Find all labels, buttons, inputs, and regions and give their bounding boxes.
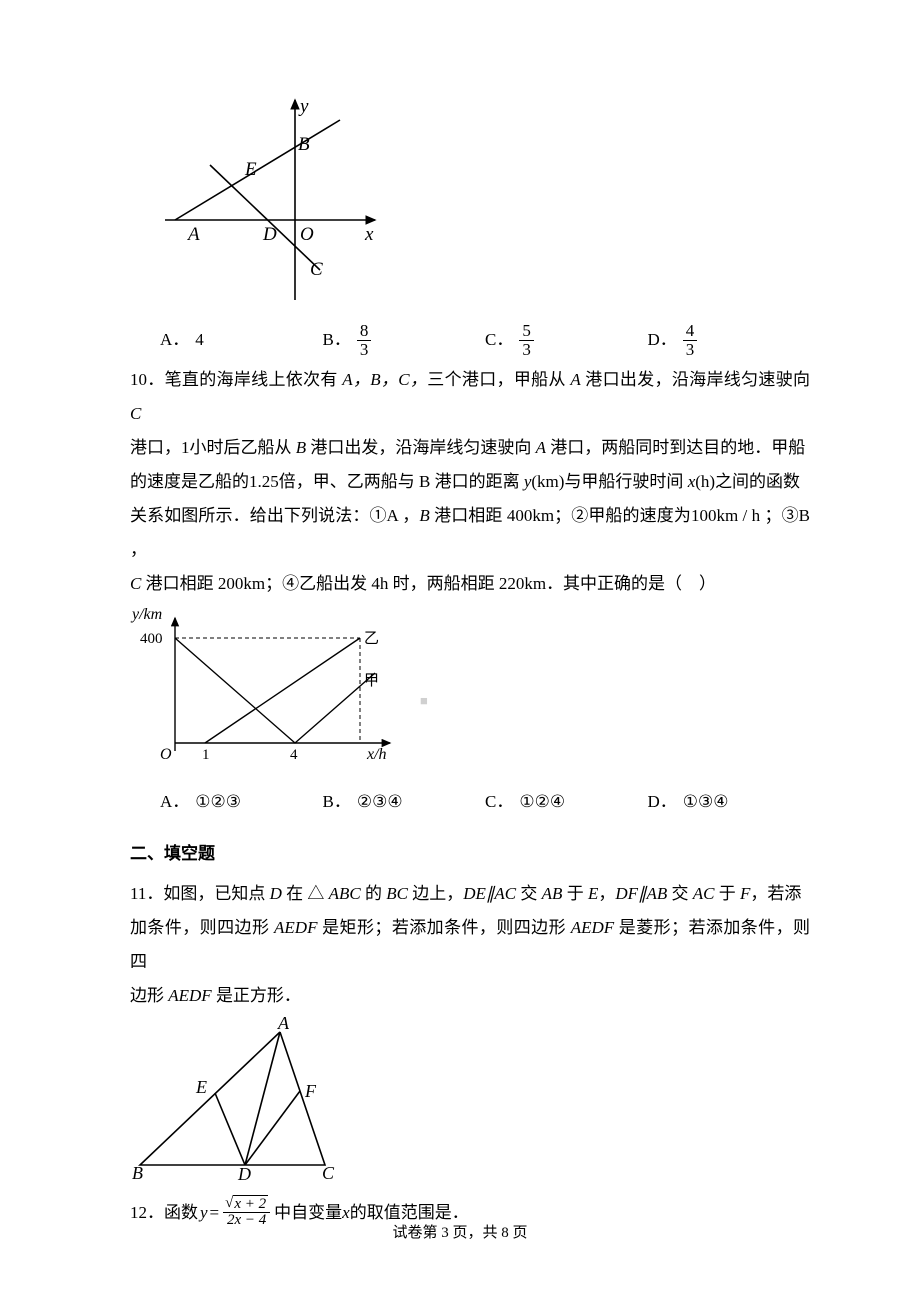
pt-E: E — [244, 159, 257, 180]
q11-figure: A B C D E F — [130, 1017, 810, 1194]
q10-opt-B: B．②③④ — [323, 785, 486, 819]
svg-text:C: C — [322, 1163, 335, 1182]
q10-opt-C: C．①②④ — [485, 785, 648, 819]
pt-C: C — [310, 259, 323, 280]
chart-ylabel: y/km — [130, 606, 162, 623]
svg-text:B: B — [132, 1163, 143, 1182]
q10-opt-A: A．①②③ — [160, 785, 323, 819]
q9-figure: y x A D O E B C — [150, 90, 810, 322]
pt-D: D — [262, 224, 277, 245]
q10-stem: 10．笔直的海岸线上依次有 A，B，C，三个港口，甲船从 A 港口出发，沿海岸线… — [130, 363, 810, 431]
axis-y-label: y — [298, 96, 309, 117]
q10-stem-l5: C 港口相距 200km；④乙船出发 4h 时，两船相距 220km．其中正确的… — [130, 567, 810, 601]
q11-stem: 11．如图，已知点 D 在 △ ABC 的 BC 边上，DE∥AC 交 AB 于… — [130, 877, 810, 911]
svg-text:E: E — [195, 1077, 207, 1097]
svg-text:D: D — [237, 1164, 251, 1182]
chart-jia-label: 甲 — [364, 673, 379, 689]
q10-figure: ■ y/km 400 O 1 4 x/h 乙 — [130, 603, 810, 785]
q9-opt-B: B． 83 — [323, 322, 486, 359]
page-footer: 试卷第 3 页，共 8 页 — [0, 1221, 920, 1242]
q10-stem-l3: 的速度是乙船的1.25倍，甲、乙两船与 B 港口的距离 y(km)与甲船行驶时间… — [130, 465, 810, 499]
q10-stem-l4: 关系如图所示．给出下列说法：①A ，B 港口相距 400km；②甲船的速度为10… — [130, 499, 810, 567]
svg-text:O: O — [160, 746, 172, 763]
chart-yi-label: 乙 — [364, 631, 379, 647]
svg-text:A: A — [277, 1017, 290, 1033]
q10-stem-l2: 港口，1小时后乙船从 B 港口出发，沿海岸线匀速驶向 A 港口，两船同时到达目的… — [130, 431, 810, 465]
svg-text:F: F — [304, 1081, 317, 1101]
chart-x1: 1 — [202, 747, 210, 763]
watermark-icon: ■ — [420, 688, 428, 714]
pt-A: A — [186, 224, 200, 245]
axis-x-label: x — [364, 224, 374, 245]
q9-options: A． 4 B． 83 C． 53 D． 43 — [130, 322, 810, 359]
q11-stem-l2: 加条件，则四边形 AEDF 是矩形；若添加条件，则四边形 AEDF 是菱形；若添… — [130, 911, 810, 979]
q9-opt-A: A． 4 — [160, 322, 323, 359]
q9-opt-D: D． 43 — [648, 322, 811, 359]
chart-x4: 4 — [290, 747, 298, 763]
q10-opt-D: D．①③④ — [648, 785, 811, 819]
q10-options: A．①②③ B．②③④ C．①②④ D．①③④ — [130, 785, 810, 819]
q9-opt-C: C． 53 — [485, 322, 648, 359]
chart-xlabel: x/h — [366, 746, 387, 763]
q11-stem-l3: 边形 AEDF 是正方形． — [130, 979, 810, 1013]
pt-O: O — [300, 224, 314, 245]
section2-title: 二、填空题 — [130, 837, 810, 871]
chart-y400: 400 — [140, 631, 163, 647]
pt-B: B — [298, 134, 310, 155]
